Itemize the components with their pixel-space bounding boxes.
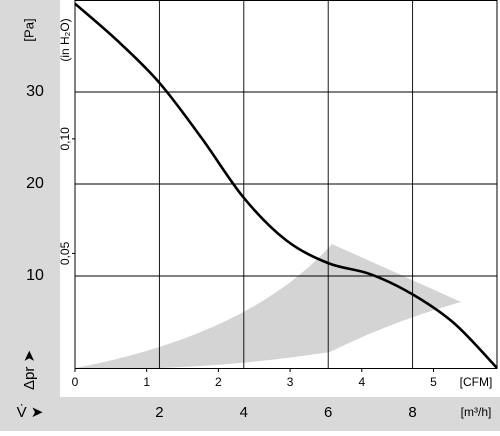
- x2-tick-label: 0: [72, 375, 79, 389]
- x-tick-label: 4: [240, 404, 248, 421]
- x2-tick-label: 3: [287, 375, 294, 389]
- y-tick-label: 30: [26, 83, 44, 100]
- y2-label: (in H₂O): [58, 18, 72, 61]
- curve: [74, 2, 498, 369]
- x2-tick-label: 5: [430, 375, 437, 389]
- bottom-strip: [0, 397, 500, 431]
- x2-label: [CFM]: [460, 375, 493, 389]
- left-strip: [0, 0, 60, 431]
- y-tick-label: 10: [26, 267, 44, 284]
- x-tick-label: 6: [324, 404, 332, 421]
- x2-tick-label: 4: [358, 375, 365, 389]
- x2-tick-label: 1: [143, 375, 150, 389]
- y2-tick-label: 0,05: [58, 241, 72, 265]
- x-symbol: V̇ ➤: [17, 404, 44, 421]
- x2-tick-label: 2: [215, 375, 222, 389]
- plot-frame: [74, 0, 498, 369]
- x-label: [m³/h]: [461, 405, 492, 419]
- x-tick-label: 8: [408, 404, 416, 421]
- y-label: [Pa]: [21, 18, 36, 41]
- y-symbol: Δpr ➤: [21, 350, 38, 390]
- x-tick-label: 2: [155, 404, 163, 421]
- operating-range: [75, 244, 461, 369]
- y2-tick-label: 0,10: [58, 127, 72, 151]
- y-tick-label: 20: [26, 175, 44, 192]
